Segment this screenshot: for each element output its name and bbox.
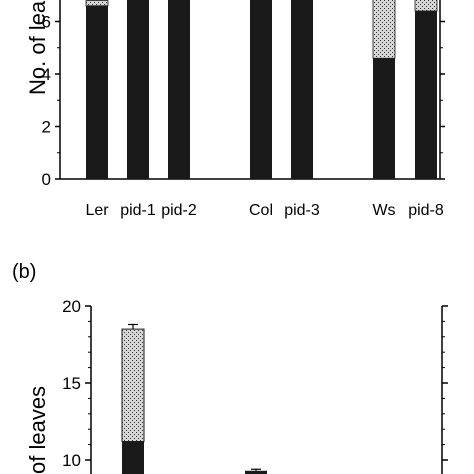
x-tick-label: pid-1 [120,202,156,219]
x-tick-label: Ws [372,202,395,219]
x-tick-label: pid-2 [161,202,197,219]
panel-label: (b) [12,261,36,283]
x-tick-label: Col [249,202,273,219]
bar-dark-Ler [86,5,108,179]
y-tick-label: 2 [42,118,51,137]
chart-panel-a: No. of lea 0 2 4 6 Ler pid-1 pid-2 Col pid-3 Ws p… [25,0,445,219]
bar-dark-pid-1 [127,0,149,179]
y-axis-label: of leaves [25,386,50,474]
y-tick-label: 0 [42,170,51,189]
bar-dark-pid-3 [291,0,313,179]
bar-dark-Ws [373,58,395,179]
y-tick-label: 6 [42,13,51,32]
x-tick-label: pid-3 [284,202,320,219]
bar-dark-Col [250,0,272,179]
y-tick-label: 20 [62,297,81,316]
bar-stippled [121,328,145,443]
y-axis-label: No. of lea [25,0,50,95]
y-tick-label: 10 [62,451,81,470]
bar-stippled-Ws [372,0,396,59]
x-tick-label: Ler [85,202,109,219]
y-tick-label: 4 [42,65,51,84]
bar-stippled-Ler [85,0,109,7]
bar-dark [245,470,267,474]
chart-panel-b: (b) of leaves 10 15 20 [12,261,448,474]
x-tick-label: pid-8 [408,202,444,219]
y-tick-label: 15 [62,374,81,393]
bar-stippled-pid-8 [414,0,438,12]
bar-dark-pid-2 [168,0,190,179]
bar-dark [122,441,144,474]
bar-dark-pid-8 [415,11,437,179]
